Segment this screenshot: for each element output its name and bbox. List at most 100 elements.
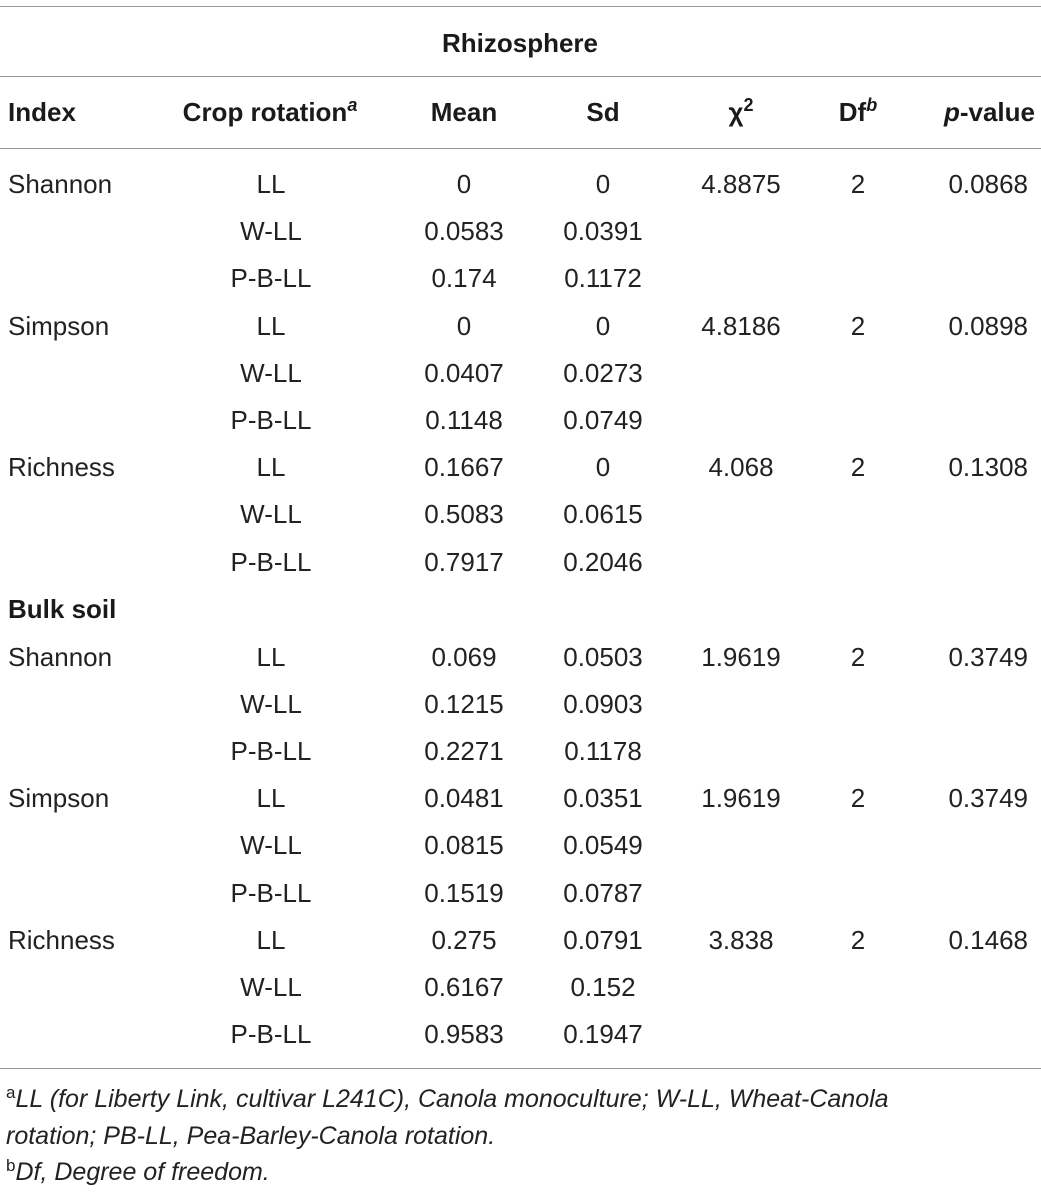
cell-sd: 0.152 (570, 971, 636, 1002)
cell-sd: 0 (595, 310, 611, 341)
header-chi-sup: 2 (743, 95, 754, 115)
cell-mean: 0.1519 (424, 877, 504, 908)
cell-crop: W-LL (240, 216, 302, 247)
footnote-a-line1: LL (for Liberty Link, cultivar L241C), C… (15, 1085, 889, 1113)
cell-mean: 0.0481 (424, 783, 504, 814)
header-crop-rotation-sup: a (347, 95, 358, 115)
header-sd: Sd (586, 97, 620, 127)
top-rule (0, 6, 1041, 7)
cell-index: Simpson (8, 783, 110, 814)
cell-chi: 4.8186 (701, 310, 781, 341)
header-p-italic: p (943, 97, 960, 127)
cell-crop: P-B-LL (230, 405, 312, 435)
cell-chi: 1.9619 (701, 642, 781, 672)
cell-chi: 4.8875 (701, 169, 781, 199)
footnote-b: bDf, Degree of freedom. (6, 1154, 270, 1190)
cell-df: 2 (850, 783, 866, 814)
cell-crop: W-LL (240, 499, 302, 530)
header-mean: Mean (430, 97, 498, 127)
cell-crop: LL (256, 310, 286, 341)
cell-df: 2 (850, 452, 866, 483)
cell-mean: 0.275 (431, 924, 497, 955)
cell-sd: 0.0391 (563, 216, 643, 247)
bottom-rule (0, 1068, 1041, 1069)
footnote-b-text: Df, Degree of freedom. (15, 1158, 270, 1186)
header-p-value: p-value (944, 97, 1035, 127)
cell-p: 0.1308 (948, 452, 1028, 483)
cell-df: 2 (850, 169, 866, 199)
header-index: Index (8, 97, 76, 127)
cell-crop: LL (256, 169, 286, 199)
cell-p: 0.0868 (948, 169, 1028, 199)
cell-mean: 0.6167 (424, 971, 504, 1002)
cell-sd: 0.0503 (563, 642, 643, 672)
cell-sd: 0.2046 (563, 546, 643, 577)
footnote-a-line2: rotation; PB-LL, Pea-Barley-Canola rotat… (6, 1122, 496, 1150)
cell-mean: 0.1215 (424, 689, 504, 720)
header-df-sup: b (866, 95, 878, 115)
cell-mean: 0 (456, 169, 472, 199)
cell-sd: 0.1172 (564, 263, 642, 294)
section-label-bulk-soil: Bulk soil (8, 594, 117, 624)
cell-crop: LL (256, 452, 286, 483)
cell-sd: 0.1947 (563, 1018, 643, 1049)
cell-sd: 0.0273 (563, 357, 643, 388)
cell-crop: W-LL (240, 971, 302, 1002)
cell-mean: 0.174 (431, 263, 497, 294)
cell-sd: 0.0903 (563, 689, 643, 720)
cell-crop: P-B-LL (230, 877, 312, 908)
table-title: Rhizosphere (441, 28, 599, 58)
cell-chi: 4.068 (708, 452, 774, 483)
cell-mean: 0.1148 (425, 405, 503, 435)
cell-mean: 0.0815 (424, 830, 504, 861)
cell-crop: W-LL (240, 689, 302, 720)
cell-crop: P-B-LL (230, 736, 312, 767)
cell-sd: 0.0351 (563, 783, 643, 814)
cell-crop: P-B-LL (230, 1018, 312, 1049)
cell-sd: 0 (595, 452, 611, 483)
cell-crop: W-LL (240, 830, 302, 861)
cell-index: Richness (8, 924, 115, 955)
header-rule (0, 148, 1041, 149)
cell-crop: P-B-LL (230, 263, 312, 294)
cell-p: 0.3749 (948, 783, 1028, 814)
cell-crop: LL (256, 924, 286, 955)
footnote-a-mark: a (6, 1083, 16, 1102)
cell-chi: 1.9619 (701, 783, 781, 814)
header-df-label: Df (838, 97, 867, 127)
cell-sd: 0.0549 (563, 830, 643, 861)
footnote-b-mark: b (6, 1156, 16, 1175)
footnote-a-cont: rotation; PB-LL, Pea-Barley-Canola rotat… (6, 1118, 495, 1154)
header-chi-label: χ (728, 97, 744, 127)
header-chi-square: χ2 (728, 95, 754, 127)
cell-crop: P-B-LL (230, 546, 312, 577)
cell-mean: 0.9583 (424, 1018, 504, 1049)
header-df: Dfb (838, 95, 878, 127)
cell-p: 0.0898 (948, 310, 1028, 341)
cell-mean: 0.2271 (424, 736, 504, 767)
cell-p: 0.3749 (948, 642, 1028, 672)
cell-index: Simpson (8, 310, 110, 341)
cell-mean: 0.5083 (424, 499, 504, 530)
cell-sd: 0.0791 (563, 924, 643, 955)
cell-p: 0.1468 (948, 924, 1028, 955)
cell-mean: 0 (456, 310, 472, 341)
cell-index: Shannon (8, 642, 113, 672)
footnote-a: aLL (for Liberty Link, cultivar L241C), … (6, 1081, 889, 1117)
cell-sd: 0.0787 (563, 877, 643, 908)
cell-index: Richness (8, 452, 115, 483)
cell-chi: 3.838 (708, 924, 774, 955)
header-crop-rotation-label: Crop rotation (182, 97, 348, 127)
header-p-rest: -value (959, 97, 1035, 127)
cell-crop: W-LL (240, 357, 302, 388)
cell-df: 2 (850, 924, 866, 955)
cell-df: 2 (850, 310, 866, 341)
cell-crop: LL (256, 783, 286, 814)
header-crop-rotation: Crop rotationa (182, 95, 358, 127)
cell-crop: LL (256, 642, 286, 672)
cell-sd: 0.1178 (564, 736, 642, 767)
title-rule (0, 76, 1041, 77)
cell-sd: 0.0615 (563, 499, 643, 530)
cell-df: 2 (850, 642, 866, 672)
cell-sd: 0 (595, 169, 611, 199)
